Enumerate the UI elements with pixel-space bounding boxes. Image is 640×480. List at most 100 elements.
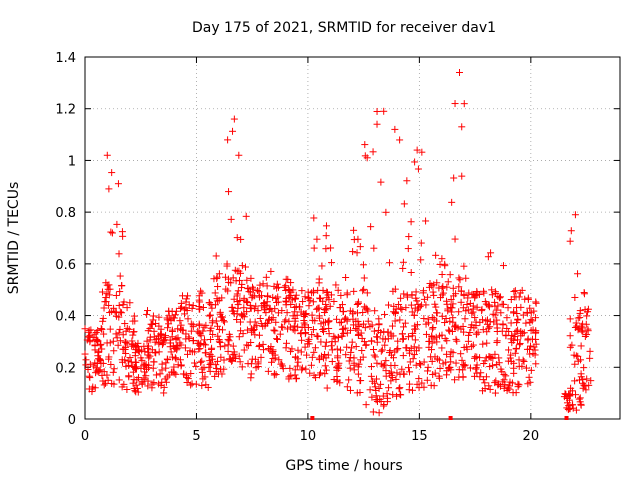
data-point [81,325,89,333]
data-point [333,345,341,353]
data-point [293,374,301,382]
data-point [324,351,332,359]
data-point [441,262,449,270]
data-point [236,358,244,366]
data-point [118,309,126,317]
data-point [164,356,172,364]
data-point [520,358,528,366]
data-point [158,360,166,368]
data-point [359,309,367,317]
data-point [491,288,499,296]
data-point [336,304,344,312]
data-point [579,328,587,336]
data-point [477,369,485,377]
data-point [464,306,472,314]
data-point [314,333,322,341]
data-point [515,356,523,364]
data-point [331,338,339,346]
data-point [448,198,456,206]
data-point [369,408,377,416]
data-point [291,303,299,311]
data-point [438,284,446,292]
data-point [399,323,407,331]
data-point [315,275,323,283]
data-point [486,385,494,393]
data-point [228,304,236,312]
data-point [121,356,129,364]
data-point [116,337,124,345]
data-point [248,283,256,291]
data-point [400,370,408,378]
data-point [259,280,267,288]
data-point [443,371,451,379]
data-point [581,332,589,340]
data-point [371,383,379,391]
data-point [495,380,503,388]
data-point [380,328,388,336]
y-tick-label: 1.4 [55,51,76,66]
data-point [360,285,368,293]
data-point [98,371,106,379]
data-point [508,331,516,339]
data-point [168,353,176,361]
data-point [356,243,364,251]
data-point [428,314,436,322]
data-point [485,353,493,361]
data-point [221,342,229,350]
data-point [336,319,344,327]
data-point [394,337,402,345]
data-point [488,362,496,370]
data-point [446,271,454,279]
data-point [160,336,168,344]
data-point [387,368,395,376]
y-tick-label: 0.2 [55,361,76,376]
data-point [481,385,489,393]
data-point [333,377,341,385]
data-point [288,296,296,304]
data-point [433,317,441,325]
data-point [243,276,251,284]
data-point [205,312,213,320]
data-point [574,357,582,365]
data-point [451,376,459,384]
data-point [302,329,310,337]
data-point [134,339,142,347]
data-point [385,384,393,392]
data-point [479,376,487,384]
data-point [346,326,354,334]
data-point [457,298,465,306]
data-point [333,315,341,323]
data-point [506,354,514,362]
data-point [327,291,335,299]
data-point [449,284,457,292]
data-point [396,136,404,144]
data-point [280,283,288,291]
data-point [110,380,118,388]
data-point [417,256,425,264]
data-point [383,390,391,398]
data-point [342,314,350,322]
data-point [110,347,118,355]
data-point [140,374,148,382]
data-point [212,252,220,260]
data-point [371,307,379,315]
data-point [96,355,104,363]
data-point [399,352,407,360]
data-point [278,307,286,315]
data-point [574,314,582,322]
data-point [202,321,210,329]
data-point [121,345,129,353]
data-point [526,350,534,358]
data-point [115,301,123,309]
data-point [439,360,447,368]
data-point [435,374,443,382]
data-point [444,278,452,286]
data-point [165,312,173,320]
data-point [162,359,170,367]
data-point [219,317,227,325]
data-point [291,371,299,379]
data-point [185,301,193,309]
data-point [502,372,510,380]
data-point [422,217,430,225]
data-point [97,340,105,348]
